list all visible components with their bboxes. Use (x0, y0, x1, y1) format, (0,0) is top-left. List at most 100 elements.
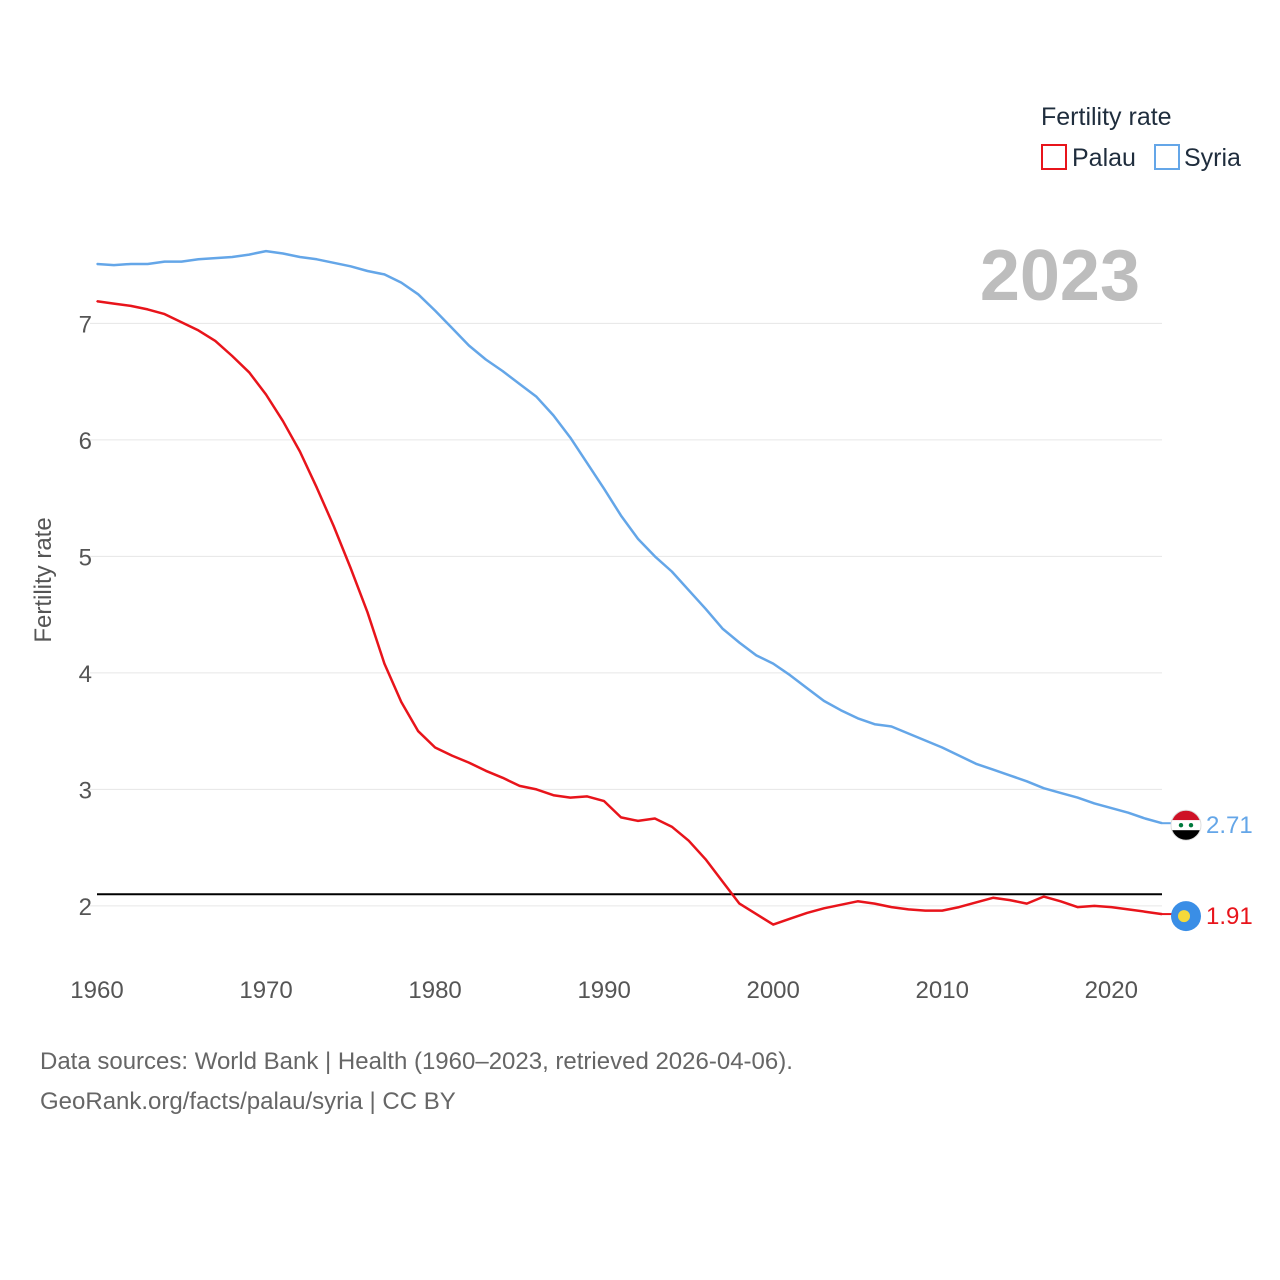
data-point-syria (1076, 796, 1079, 799)
y-tick-label: 7 (79, 311, 92, 338)
data-point-syria (721, 627, 724, 630)
data-point-palau (823, 907, 825, 910)
data-point-palau (1144, 910, 1146, 913)
data-point-syria (586, 462, 589, 464)
data-point-palau (958, 906, 960, 908)
data-point-palau (468, 761, 470, 764)
data-point-palau (992, 896, 994, 899)
series-line-syria[interactable] (96, 249, 1163, 825)
license-line[interactable]: GeoRank.org/facts/palau/syria | CC BY (40, 1088, 456, 1115)
syria-flag-icon (1170, 809, 1202, 841)
legend-swatch-syria[interactable] (1154, 144, 1180, 170)
data-point-palau (721, 880, 724, 883)
data-point-syria (282, 252, 284, 255)
series-line-palau[interactable] (96, 299, 1163, 926)
data-point-syria (637, 538, 639, 540)
data-point-syria (1042, 787, 1045, 790)
data-point-palau (924, 909, 927, 912)
y-tick-label: 5 (79, 544, 92, 571)
y-tick-label: 4 (79, 661, 92, 688)
data-point-syria (806, 687, 808, 689)
data-point-palau (755, 913, 758, 915)
data-point-palau (552, 794, 555, 797)
data-point-palau (586, 795, 589, 798)
y-axis-ticks: 2 3 4 5 6 7 (79, 311, 92, 921)
current-year-label: 2023 (980, 236, 1140, 316)
data-point-syria (349, 265, 352, 268)
data-point-palau (366, 611, 369, 614)
data-point-palau (620, 816, 622, 819)
data-point-palau (1025, 902, 1028, 905)
data-point-syria (332, 261, 335, 264)
data-point-syria (163, 260, 166, 263)
data-point-palau (840, 903, 842, 906)
data-point-palau (806, 912, 808, 914)
data-point-palau (704, 858, 707, 861)
data-point-syria (468, 344, 470, 347)
data-point-palau (400, 701, 403, 703)
data-point-syria (417, 293, 419, 296)
data-point-syria (113, 264, 115, 266)
palau-flag-icon (1171, 901, 1201, 932)
data-point-palau (670, 825, 673, 828)
data-point-syria (214, 257, 217, 259)
x-tick-label: 1990 (577, 977, 630, 1004)
data-point-palau (197, 329, 200, 332)
data-point-syria (248, 253, 250, 256)
data-point-palau (349, 567, 352, 569)
legend-label-palau[interactable]: Palau (1072, 144, 1136, 172)
x-tick-label: 2020 (1085, 977, 1138, 1004)
data-point-palau (856, 900, 859, 903)
data-point-palau (941, 909, 944, 912)
data-point-palau (113, 302, 115, 305)
data-point-syria (873, 723, 876, 725)
data-point-palau (282, 420, 284, 423)
legend-swatch-palau[interactable] (1041, 144, 1067, 170)
data-point-syria (434, 309, 436, 312)
data-point-syria (569, 436, 572, 439)
x-tick-label: 1960 (70, 977, 123, 1004)
data-point-palau (214, 340, 217, 342)
data-point-palau (1110, 906, 1113, 908)
data-point-palau (535, 788, 538, 791)
data-point-syria (1059, 792, 1062, 794)
data-point-syria (907, 732, 910, 735)
data-point-palau (569, 796, 572, 799)
data-point-palau (451, 754, 453, 757)
data-point-syria (670, 570, 673, 573)
data-point-palau (501, 776, 504, 779)
data-point-syria (924, 739, 927, 742)
data-point-palau (654, 817, 656, 820)
data-point-syria (231, 256, 234, 258)
data-point-syria (890, 725, 893, 728)
data-point-syria (1009, 774, 1011, 777)
data-point-syria (197, 258, 200, 261)
data-point-palau (1093, 905, 1096, 907)
x-tick-label: 2010 (916, 977, 969, 1004)
source-line: Data sources: World Bank | Health (1960–… (40, 1048, 793, 1075)
data-point-palau (383, 662, 386, 665)
data-point-syria (400, 281, 403, 284)
x-axis-ticks: 1960 1970 1980 1990 2000 2010 2020 (70, 977, 1138, 1004)
data-point-syria (383, 273, 386, 276)
data-point-palau (434, 746, 436, 749)
data-point-palau (518, 785, 521, 787)
data-point-syria (603, 488, 605, 490)
data-point-syria (366, 270, 369, 272)
source-notes: Data sources: World Bank | Health (1960–… (40, 1042, 793, 1122)
end-value-label-palau: 1.91 (1206, 903, 1253, 930)
end-markers: 1.91 2.71 (1162, 809, 1253, 932)
data-point-syria (823, 700, 825, 702)
data-point-syria (856, 717, 859, 720)
data-point-palau (1127, 908, 1129, 911)
gridlines (90, 322, 1162, 907)
data-point-palau (603, 800, 605, 802)
data-point-palau (637, 820, 639, 822)
legend: Fertility rate Palau Syria (1041, 103, 1241, 172)
data-point-syria (1025, 780, 1028, 783)
legend-label-syria[interactable]: Syria (1184, 144, 1241, 172)
series-syria (96, 249, 1163, 825)
data-point-syria (485, 358, 487, 361)
data-point-syria (535, 395, 538, 398)
data-point-palau (687, 839, 690, 842)
